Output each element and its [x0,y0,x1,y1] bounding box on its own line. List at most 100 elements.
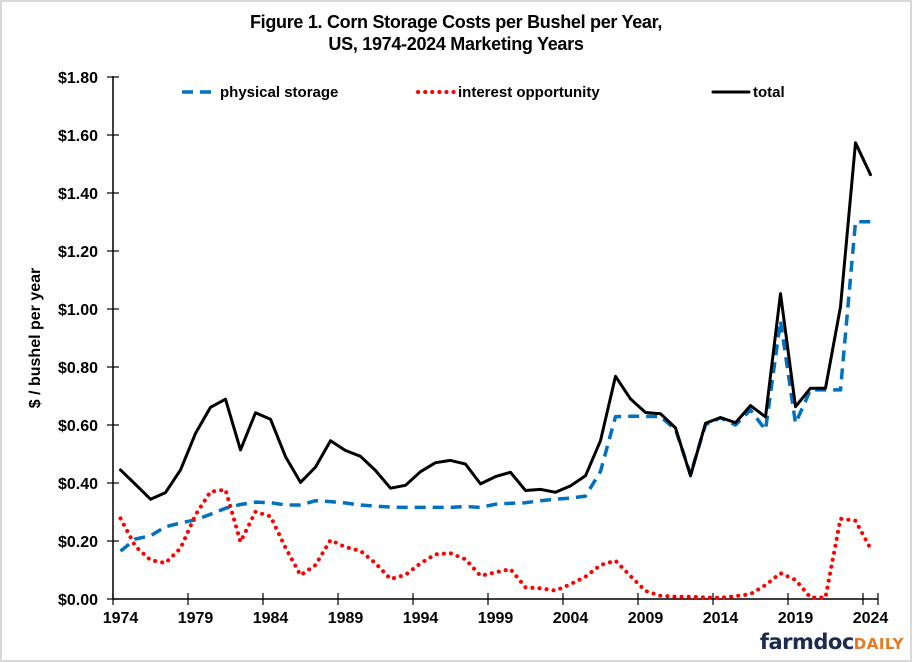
data-point [314,465,318,469]
x-tick-label: 1989 [328,610,364,627]
data-point [179,546,183,550]
data-point [749,592,753,596]
data-point [119,516,123,520]
data-point [509,501,513,505]
legend-item-total: total [711,84,785,101]
data-point [404,505,408,509]
data-point [449,551,453,555]
data-point [614,559,618,563]
data-point [629,574,633,578]
x-tick-label: 2009 [628,610,664,627]
data-point [299,573,303,577]
data-point [449,505,453,509]
data-point [659,412,663,416]
y-tick-label: $1.80 [58,70,98,87]
data-point [149,534,153,538]
data-point [494,502,498,506]
data-point [374,504,378,508]
data-point [539,586,543,590]
data-point [119,549,123,553]
data-point [854,220,858,224]
data-point [554,589,558,593]
data-point [209,405,213,409]
data-point [479,574,483,578]
data-point [389,486,393,490]
legend-label: interest opportunity [458,84,600,101]
x-tick-label: 1974 [103,610,139,627]
data-point [539,499,543,503]
data-point [419,505,423,509]
data-point [344,449,348,453]
data-point [839,517,843,521]
data-point [179,521,183,525]
data-point [764,583,768,587]
y-tick-label: $0.80 [58,360,98,377]
axes: $0.00 $0.20 $0.40 $0.60 $0.80 $1.00 $1.20 $1.40… [58,70,888,627]
data-point [629,414,633,418]
data-point [629,397,633,401]
data-point [839,305,843,309]
series-line [119,219,871,553]
data-point [449,458,453,462]
data-point [164,561,168,565]
data-point [284,503,288,507]
data-point [374,561,378,565]
data-point [689,474,693,478]
y-tick-label: $1.60 [58,128,98,145]
x-tick-label: 2019 [778,610,814,627]
data-point [539,487,543,491]
data-point [284,546,288,550]
data-point [359,549,363,553]
x-tick-label: 2014 [703,610,739,627]
data-point [809,386,813,390]
data-point [569,582,573,586]
data-point [824,386,828,390]
data-point [854,519,858,523]
data-point [794,421,798,425]
y-tick-label: $0.20 [58,534,98,551]
legend-label: total [753,84,785,101]
legend-label: physical storage [220,84,338,101]
legend-item-interest-opportunity: interest opportunity [416,84,600,101]
y-tick-label: $1.40 [58,186,98,203]
data-point [779,571,783,575]
data-point [674,426,678,430]
data-point [869,173,873,177]
x-tick-label: 1979 [178,610,214,627]
data-point [299,503,303,507]
legend: physical storage interest opportunity tota… [182,84,785,101]
x-tick-label: 1994 [403,610,439,627]
data-point [419,561,423,565]
y-axis-title: $ / bushel per year [27,268,44,409]
series-line [119,141,872,501]
data-point [404,483,408,487]
y-tick-label: $0.60 [58,418,98,435]
data-point [329,439,333,443]
data-point [809,596,813,600]
data-point [524,585,528,589]
data-point [194,431,198,435]
data-point [869,547,873,551]
data-point [389,577,393,581]
data-point [419,470,423,474]
data-point [119,468,123,472]
series-physical-storage [119,219,871,553]
data-point [254,510,258,514]
series-layer [118,141,873,600]
y-tick-label: $0.40 [58,476,98,493]
data-point [434,505,438,509]
data-point [164,491,168,495]
data-point [239,448,243,452]
y-tick-label: $0.00 [58,592,98,609]
data-point [674,595,678,599]
x-tick-label: 1984 [253,610,289,627]
data-point [494,570,498,574]
data-point [524,501,528,505]
data-point [839,388,843,392]
data-point [779,319,783,323]
data-point [644,589,648,593]
chart-subtitle: US, 1974-2024 Marketing Years [328,34,584,54]
data-point [569,484,573,488]
data-point [794,578,798,582]
